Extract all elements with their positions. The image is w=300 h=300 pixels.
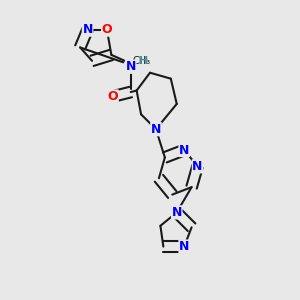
Text: O: O <box>102 23 112 36</box>
Text: N: N <box>179 143 189 157</box>
Text: N: N <box>172 206 182 219</box>
Text: H: H <box>140 56 149 66</box>
Text: CH₃: CH₃ <box>132 56 150 66</box>
Text: N: N <box>125 60 136 73</box>
Text: O: O <box>107 90 118 103</box>
Text: N: N <box>179 240 189 253</box>
Text: N: N <box>82 23 93 36</box>
Text: N: N <box>151 123 161 136</box>
Text: N: N <box>192 160 203 173</box>
